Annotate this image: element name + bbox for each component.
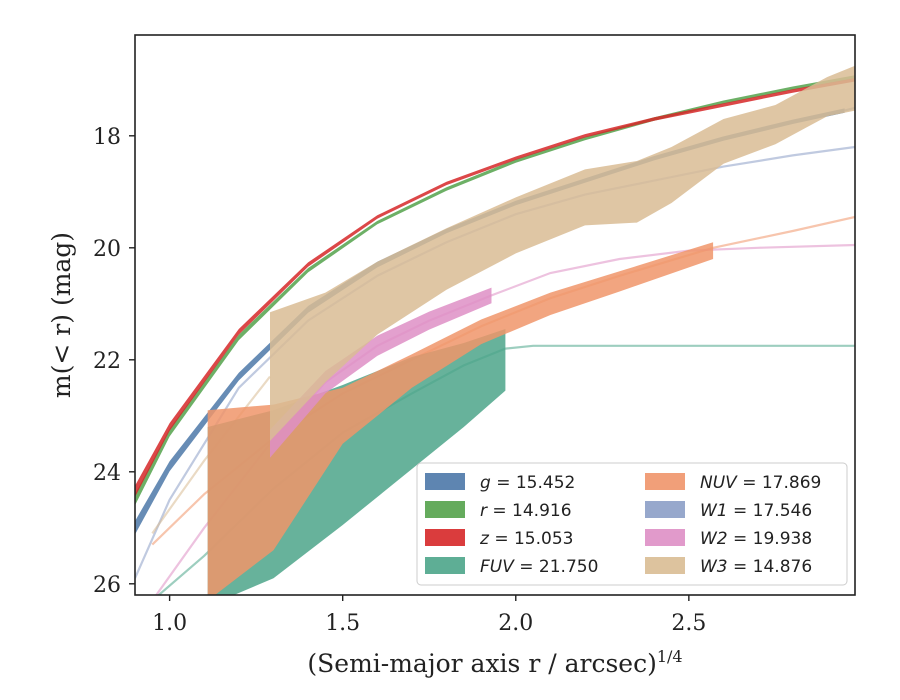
legend-box bbox=[416, 462, 848, 586]
legend-swatch-z bbox=[425, 529, 465, 546]
x-axis-label: (Semi-major axis r / arcsec)1/4 bbox=[307, 647, 682, 678]
y-axis-label: m(< r) (mag) bbox=[47, 232, 76, 398]
y-tick-label: 22 bbox=[93, 349, 121, 374]
legend-swatch-r bbox=[425, 501, 465, 518]
y-tick-label: 24 bbox=[93, 461, 121, 486]
x-tick-label: 1.0 bbox=[152, 611, 187, 636]
legend-label-g: g = 15.452 bbox=[480, 473, 575, 493]
y-tick-label: 20 bbox=[93, 237, 121, 262]
legend-label-w2: W2 = 19.938 bbox=[700, 529, 812, 549]
legend-label-r: r = 14.916 bbox=[480, 501, 572, 521]
series-line-w3 bbox=[151, 375, 271, 535]
legend-swatch-g bbox=[425, 473, 465, 490]
legend-label-fuv: FUV = 21.750 bbox=[480, 557, 598, 577]
legend-label-w3: W3 = 14.876 bbox=[700, 557, 812, 577]
legend-label-w1: W1 = 17.546 bbox=[700, 501, 812, 521]
legend-swatch-w1 bbox=[645, 501, 685, 518]
series-band-w2 bbox=[270, 287, 492, 458]
x-tick-label: 1.5 bbox=[325, 611, 360, 636]
axis-ticks: 1.0 1.5 2.0 2.5 18 20 22 24 26 bbox=[93, 125, 706, 636]
legend-label-nuv: NUV = 17.869 bbox=[700, 473, 821, 493]
legend-label-z: z = 15.053 bbox=[479, 529, 573, 549]
legend-swatch-fuv bbox=[425, 557, 465, 574]
series-band-w3 bbox=[270, 65, 855, 442]
plot-area bbox=[135, 65, 855, 595]
x-tick-label: 2.0 bbox=[498, 611, 533, 636]
plot-frame bbox=[134, 34, 856, 596]
x-tick-label: 2.5 bbox=[671, 611, 706, 636]
legend-swatch-nuv bbox=[645, 473, 685, 490]
x-axis-label-exponent: 1/4 bbox=[657, 647, 683, 666]
y-tick-label: 18 bbox=[93, 125, 121, 150]
series-band-nuv bbox=[207, 242, 714, 595]
legend-swatch-w3 bbox=[645, 557, 685, 574]
y-tick-label: 26 bbox=[93, 573, 121, 598]
x-axis-label-text: (Semi-major axis r / arcsec) bbox=[307, 649, 656, 678]
legend-swatch-w2 bbox=[645, 529, 685, 546]
legend: g = 15.452 r = 14.916 z = 15.053 FUV = 21.7… bbox=[416, 462, 848, 586]
